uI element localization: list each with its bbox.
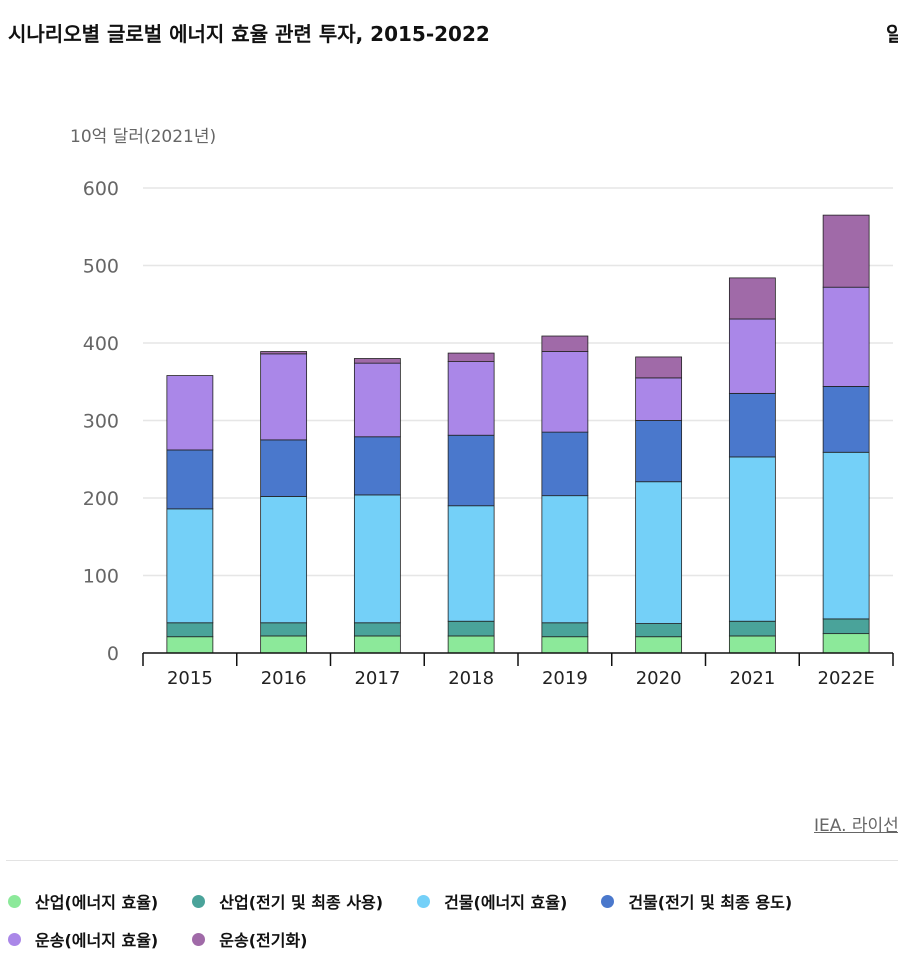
legend-row: 산업(에너지 효율) 산업(전기 및 최종 사용) 건물(에너지 효율) 건물(… <box>8 882 888 920</box>
y-tick-label: 0 <box>107 643 119 665</box>
bar-segment[interactable] <box>728 318 776 394</box>
bar-segment[interactable] <box>166 636 214 654</box>
legend-label: 건물(전기 및 최종 용도) <box>628 893 793 912</box>
legend-label: 운송(전기화) <box>219 931 308 950</box>
bar-segment[interactable] <box>353 436 401 496</box>
bar-segment[interactable] <box>353 362 401 438</box>
bar-segment[interactable] <box>166 508 214 624</box>
bar-segment[interactable] <box>822 618 870 635</box>
x-tick-label: 2018 <box>448 668 494 689</box>
legend-row: 운송(에너지 효율) 운송(전기화) <box>8 920 888 958</box>
bar-segment[interactable] <box>635 623 683 638</box>
bar-segment[interactable] <box>635 377 683 421</box>
bar-segment[interactable] <box>260 353 308 441</box>
bar-segment[interactable] <box>447 620 495 637</box>
stacked-bar-chart: 0 100 200 300 400 500 600 2015 2016 2017 2018 2019… <box>83 178 894 689</box>
bar-segment[interactable] <box>353 635 401 654</box>
legend-item-transport-electrification[interactable]: 운송(전기화) <box>192 927 307 951</box>
y-tick-label: 600 <box>83 178 119 200</box>
bar-segment[interactable] <box>822 286 870 387</box>
bar-segment[interactable] <box>541 335 589 352</box>
bar-segment[interactable] <box>728 277 776 320</box>
bar-segment[interactable] <box>447 434 495 507</box>
x-tick-label: 2016 <box>261 668 307 689</box>
bar-segment[interactable] <box>166 375 214 451</box>
bar-segment[interactable] <box>166 622 214 638</box>
legend-divider <box>6 860 898 861</box>
y-tick-label: 500 <box>83 256 119 278</box>
legend-label: 산업(전기 및 최종 사용) <box>219 893 384 912</box>
bar-segment[interactable] <box>541 636 589 654</box>
bar-segment[interactable] <box>635 356 683 379</box>
bar-segment[interactable] <box>260 496 308 624</box>
legend-dot-icon <box>8 894 21 908</box>
bar-segment[interactable] <box>728 456 776 622</box>
bar-segment[interactable] <box>541 431 589 497</box>
x-tick-label: 2015 <box>167 668 213 689</box>
bars <box>166 214 870 654</box>
legend-label: 건물(에너지 효율) <box>444 893 568 912</box>
bar-segment[interactable] <box>728 392 776 458</box>
bar-segment[interactable] <box>541 495 589 624</box>
bar-segment[interactable] <box>635 481 683 624</box>
legend: 산업(에너지 효율) 산업(전기 및 최종 사용) 건물(에너지 효율) 건물(… <box>8 882 888 958</box>
legend-item-industry-electrification[interactable]: 산업(전기 및 최종 사용) <box>192 889 383 913</box>
legend-item-buildings-electrification[interactable]: 건물(전기 및 최종 용도) <box>601 889 792 913</box>
legend-label: 운송(에너지 효율) <box>35 931 159 950</box>
bar-segment[interactable] <box>260 351 308 355</box>
truncated-header-label: 알 <box>886 22 898 46</box>
bar-segment[interactable] <box>166 449 214 510</box>
bar-segment[interactable] <box>822 633 870 654</box>
legend-label: 산업(에너지 효율) <box>35 893 159 912</box>
bar-segment[interactable] <box>353 358 401 364</box>
legend-dot-icon <box>192 932 206 946</box>
x-tick-label: 2017 <box>354 668 400 689</box>
bar-segment[interactable] <box>728 620 776 637</box>
legend-dot-icon <box>8 932 21 946</box>
bar-segment[interactable] <box>353 622 401 637</box>
y-tick-label: 200 <box>83 488 119 510</box>
bar-segment[interactable] <box>822 385 870 453</box>
bar-segment[interactable] <box>822 214 870 288</box>
bar-segment[interactable] <box>447 361 495 436</box>
legend-dot-icon <box>601 894 615 908</box>
legend-dot-icon <box>192 894 206 908</box>
bar-segment[interactable] <box>447 505 495 622</box>
bar-segment[interactable] <box>353 494 401 624</box>
bar-segment[interactable] <box>541 351 589 433</box>
bar-segment[interactable] <box>447 352 495 363</box>
bar-segment[interactable] <box>260 439 308 497</box>
bar-segment[interactable] <box>260 622 308 637</box>
chart-title: 시나리오별 글로벌 에너지 효율 관련 투자, 2015-2022 <box>8 22 490 46</box>
source-license-link[interactable]: IEA. 라이선 <box>814 816 898 836</box>
y-axis-unit-label: 10억 달러(2021년) <box>70 127 217 147</box>
legend-item-transport-efficiency[interactable]: 운송(에너지 효율) <box>8 927 158 951</box>
legend-item-buildings-efficiency[interactable]: 건물(에너지 효율) <box>417 889 567 913</box>
bar-segment[interactable] <box>728 635 776 654</box>
bar-segment[interactable] <box>541 622 589 638</box>
bar-segment[interactable] <box>822 451 870 620</box>
y-tick-label: 100 <box>83 566 119 588</box>
x-axis: 2015 2016 2017 2018 2019 2020 2021 2022E <box>142 652 894 689</box>
legend-item-industry-efficiency[interactable]: 산업(에너지 효율) <box>8 889 158 913</box>
x-tick-label: 2020 <box>636 668 682 689</box>
bar-segment[interactable] <box>447 635 495 654</box>
legend-dot-icon <box>417 894 431 908</box>
bar-segment[interactable] <box>635 420 683 483</box>
bar-segment[interactable] <box>260 635 308 654</box>
x-tick-label: 2022E <box>818 668 875 689</box>
x-tick-label: 2021 <box>729 668 775 689</box>
y-tick-label: 400 <box>83 333 119 355</box>
bar-segment[interactable] <box>635 636 683 654</box>
x-tick-label: 2019 <box>542 668 588 689</box>
y-tick-label: 300 <box>83 411 119 433</box>
